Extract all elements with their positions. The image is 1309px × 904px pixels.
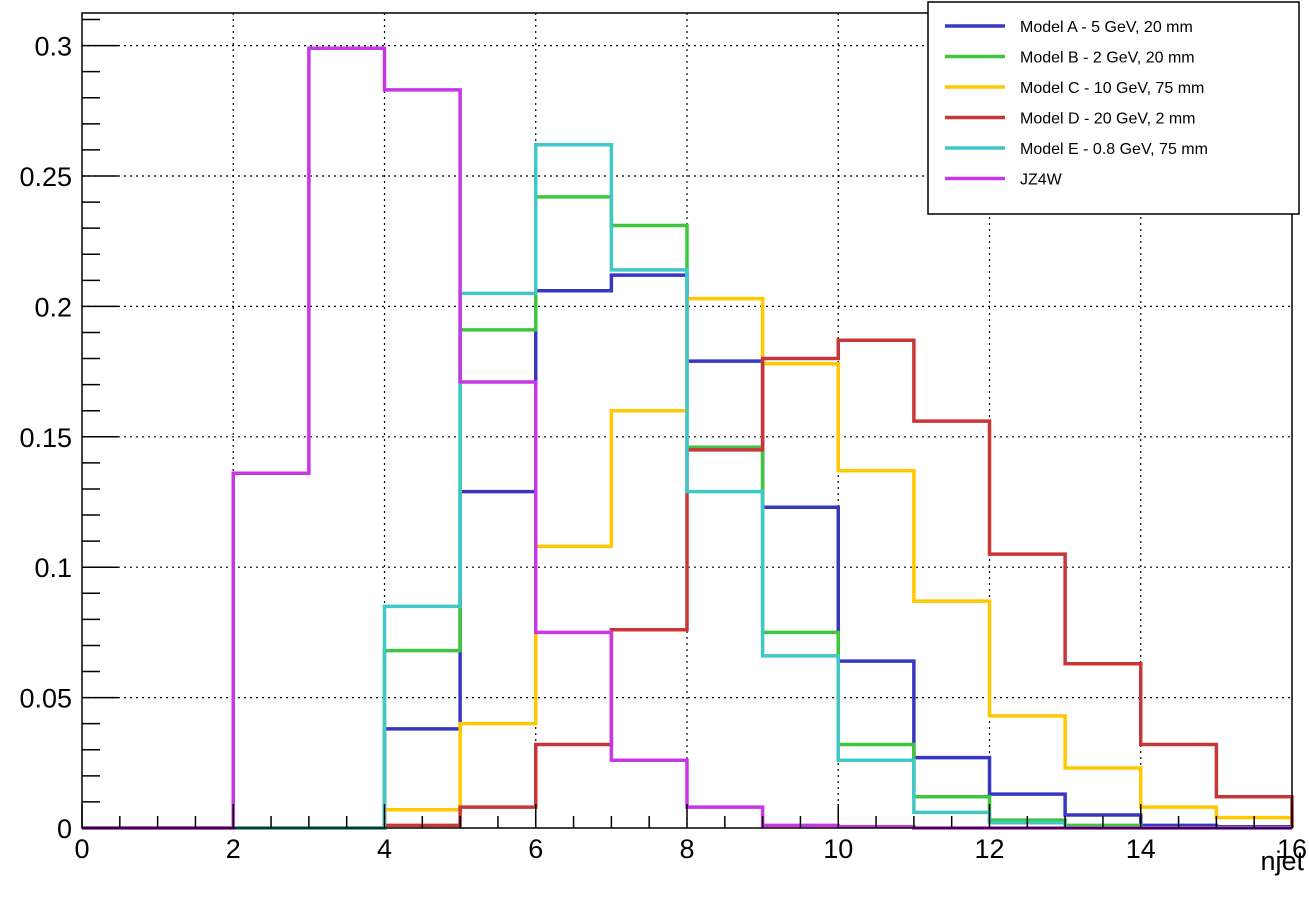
- y-tick-label: 0.1: [34, 553, 72, 583]
- x-axis-title: njet: [1260, 846, 1304, 876]
- axes: [81, 12, 1293, 829]
- legend-entry-label: Model E - 0.8 GeV, 75 mm: [1020, 141, 1208, 158]
- y-tick-label: 0: [57, 814, 72, 844]
- series-line-5: [82, 142, 1292, 830]
- legend-entry-label: Model A - 5 GeV, 20 mm: [1020, 19, 1193, 36]
- x-tick-label: 16: [1277, 834, 1307, 864]
- x-tick-label: 4: [377, 834, 392, 864]
- y-tick-label: 0.15: [19, 423, 72, 453]
- x-tick-label: 10: [823, 834, 853, 864]
- legend-entry-label: JZ4W: [1020, 172, 1063, 189]
- y-tick-label: 0.05: [19, 684, 72, 714]
- tick-labels: 0 2 4 6 8 10 12 14 16 0 0.05 0.1 0.15 0.2 0.25 0.3: [19, 32, 1307, 864]
- x-tick-label: 6: [528, 834, 543, 864]
- legend: Model A - 5 GeV, 20 mm Model B - 2 GeV, 2…: [927, 1, 1300, 215]
- legend-entry-label: Model C - 10 GeV, 75 mm: [1020, 80, 1204, 97]
- x-tick-label: 2: [226, 834, 241, 864]
- x-tick-label: 8: [679, 834, 694, 864]
- legend-entry-label: Model B - 2 GeV, 20 mm: [1020, 50, 1195, 67]
- y-tick-label: 0.3: [34, 32, 72, 62]
- x-tick-label: 14: [1126, 834, 1156, 864]
- x-tick-label: 0: [74, 834, 89, 864]
- x-tick-label: 12: [974, 834, 1004, 864]
- legend-entry-label: Model D - 20 GeV, 2 mm: [1020, 111, 1195, 128]
- y-tick-label: 0.2: [34, 292, 72, 322]
- y-tick-label: 0.25: [19, 162, 72, 192]
